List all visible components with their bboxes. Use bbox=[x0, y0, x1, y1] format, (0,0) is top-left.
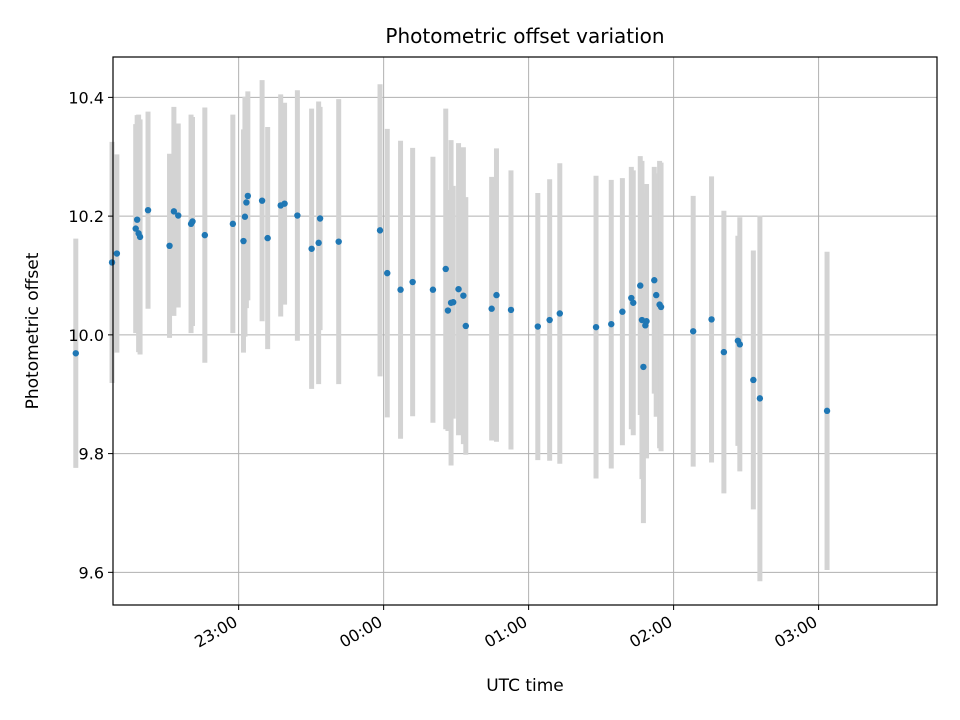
data-point bbox=[450, 299, 457, 306]
data-point bbox=[166, 242, 173, 250]
y-axis-ticks: 9.6 9.8 10.0 10.2 10.4 bbox=[68, 88, 113, 582]
data-point bbox=[308, 245, 315, 252]
data-point bbox=[462, 322, 469, 330]
data-point bbox=[384, 269, 391, 277]
data-point bbox=[756, 395, 764, 402]
data-point bbox=[108, 259, 116, 266]
data-point bbox=[136, 233, 144, 241]
data-point bbox=[258, 197, 266, 204]
data-point bbox=[444, 307, 452, 314]
data-point bbox=[243, 199, 250, 206]
data-point bbox=[244, 192, 252, 200]
y-tick-label: 10.4 bbox=[68, 88, 104, 107]
data-point bbox=[442, 265, 449, 273]
data-point bbox=[750, 376, 757, 384]
data-point bbox=[460, 292, 467, 299]
data-point bbox=[507, 306, 515, 314]
plot-area-frame bbox=[112, 56, 938, 606]
data-point bbox=[534, 323, 542, 330]
data-point bbox=[630, 299, 637, 306]
data-point bbox=[264, 234, 271, 242]
data-point bbox=[823, 407, 831, 415]
data-point bbox=[689, 328, 697, 335]
data-point bbox=[315, 239, 322, 247]
data-point bbox=[335, 238, 342, 245]
data-point bbox=[643, 318, 650, 325]
data-point bbox=[657, 303, 665, 311]
data-point bbox=[240, 237, 247, 245]
data-point bbox=[429, 286, 437, 293]
data-point bbox=[281, 200, 288, 207]
data-point bbox=[455, 285, 462, 293]
data-point bbox=[316, 215, 324, 222]
data-point bbox=[170, 208, 178, 215]
data-point bbox=[651, 277, 658, 284]
data-point bbox=[619, 308, 626, 315]
gridlines bbox=[113, 57, 937, 605]
data-point bbox=[175, 212, 182, 219]
data-point bbox=[546, 316, 553, 324]
data-point bbox=[189, 218, 196, 225]
data-point bbox=[72, 350, 79, 357]
data-point bbox=[397, 286, 404, 293]
data-point bbox=[241, 213, 249, 220]
data-point bbox=[376, 227, 384, 234]
data-point bbox=[708, 316, 715, 323]
data-point bbox=[133, 216, 141, 223]
data-point bbox=[637, 282, 644, 289]
y-tick-label: 9.8 bbox=[79, 445, 104, 464]
data-point bbox=[640, 363, 647, 371]
y-tick-label: 10.0 bbox=[68, 326, 104, 345]
data-point bbox=[144, 206, 152, 214]
data-point bbox=[653, 291, 660, 299]
y-tick-label: 10.2 bbox=[68, 207, 104, 226]
data-point bbox=[592, 323, 600, 331]
y-tick-label: 9.6 bbox=[79, 563, 104, 582]
y-axis-label: Photometric offset bbox=[23, 252, 43, 409]
data-points bbox=[72, 192, 831, 415]
chart-title: Photometric offset variation bbox=[385, 24, 664, 48]
data-point bbox=[720, 348, 728, 356]
data-point bbox=[556, 310, 563, 317]
data-point bbox=[201, 231, 209, 239]
data-point bbox=[132, 225, 139, 232]
data-point bbox=[409, 278, 416, 286]
data-point bbox=[488, 305, 495, 312]
data-point bbox=[113, 250, 121, 257]
data-point bbox=[493, 291, 500, 299]
data-point bbox=[294, 212, 301, 219]
x-axis-label: UTC time bbox=[486, 676, 564, 696]
data-point bbox=[229, 220, 237, 228]
data-point bbox=[608, 320, 615, 328]
data-point bbox=[736, 341, 744, 348]
